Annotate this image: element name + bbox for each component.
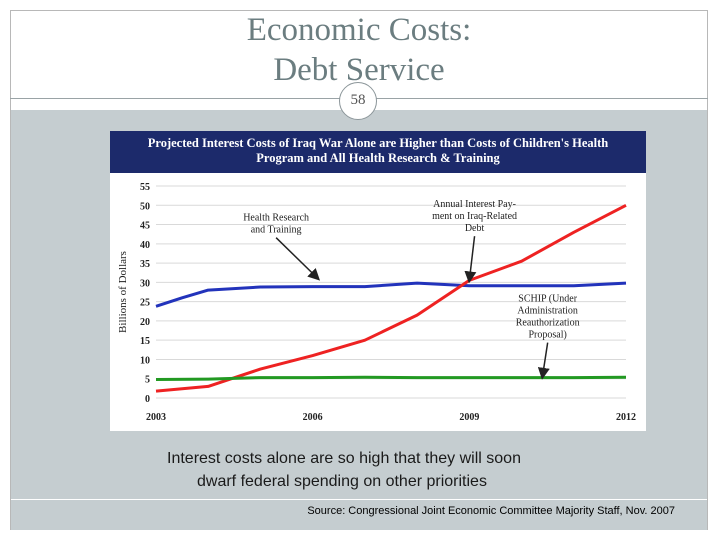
caption-line1: Interest costs alone are so high that th… [167,450,521,467]
y-tick-label: 50 [140,201,150,212]
series-line-0 [155,281,627,308]
source-bar [11,500,707,530]
annotation-text: Administration [517,306,578,317]
chart-title-line1: Projected Interest Costs of Iraq War Alo… [147,136,609,150]
y-tick-label: 40 [140,240,150,251]
annotation-text: and Training [251,225,302,236]
annotation-arrow-0 [275,237,321,281]
slide-caption: Interest costs alone are so high that th… [140,447,594,493]
chart-title-line2: Program and All Health Research & Traini… [256,151,500,165]
y-axis-label: Billions of Dollars [117,251,129,333]
source-citation: Source: Congressional Joint Economic Com… [307,505,675,517]
annotation-text: SCHIP (Under [518,294,577,305]
annotation-text: Proposal) [528,330,566,341]
y-tick-label: 0 [145,394,150,405]
x-tick-label: 2012 [616,412,636,423]
y-tick-label: 45 [140,221,150,232]
x-tick-label: 2009 [459,412,479,423]
y-tick-label: 55 [140,182,150,193]
annotation-text: Annual Interest Pay- [433,199,516,210]
annotation-arrow-2 [537,342,550,380]
y-tick-label: 10 [140,355,150,366]
chart-title: Projected Interest Costs of Iraq War Alo… [110,131,646,173]
annotation-text: Health Research [243,213,309,224]
y-tick-label: 20 [140,317,150,328]
annotation-text: Debt [465,223,485,234]
x-tick-label: 2003 [146,412,166,423]
annotation-arrow-1 [464,236,477,284]
y-tick-label: 25 [140,298,150,309]
line-chart: 0 5 10 15 20 25 30 35 40 45 50 55 2003 2006 2009 2012 Bi… [117,182,636,423]
y-tick-label: 5 [145,375,150,386]
annotation-text: ment on Iraq-Related [432,211,517,222]
chart-panel: Projected Interest Costs of Iraq War Alo… [110,131,646,431]
y-tick-label: 15 [140,336,150,347]
annotation-text: Reauthorization [516,318,580,329]
x-tick-label: 2006 [303,412,323,423]
y-tick-label: 35 [140,259,150,270]
caption-line2: dwarf federal spending on other prioriti… [197,473,487,490]
y-tick-label: 30 [140,278,150,289]
slide-number-badge: 58 [339,82,377,120]
slide-title-line1: Economic Costs: [246,12,472,48]
